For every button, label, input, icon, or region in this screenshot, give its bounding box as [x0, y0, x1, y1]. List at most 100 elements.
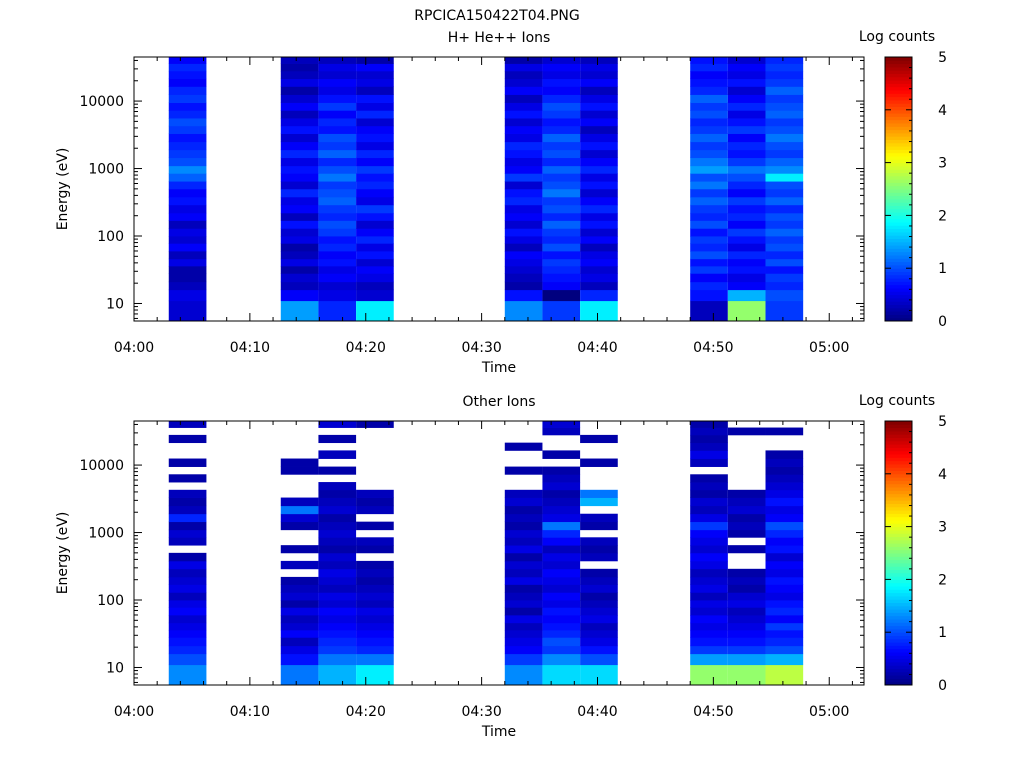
colorbar-segment: [885, 533, 912, 537]
spectrogram-cell: [765, 474, 804, 483]
spectrogram-cell: [542, 427, 581, 436]
colorbar-segment: [885, 473, 912, 478]
spectrogram-cell: [765, 236, 804, 244]
panel-title: H+ He++ Ions: [448, 30, 551, 46]
colorbar-segment: [885, 523, 912, 528]
colorbar-segment: [885, 119, 912, 124]
colorbar-segment: [885, 467, 912, 471]
spectrogram-cell: [168, 258, 207, 267]
spectrogram-cell: [542, 212, 581, 221]
spectrogram-cell: [542, 482, 581, 491]
spectrogram-cell: [356, 489, 394, 498]
spectrogram-cell: [542, 228, 581, 237]
colorbar-segment: [885, 314, 912, 319]
spectrogram-cell: [580, 497, 618, 507]
spectrogram-cell: [168, 653, 207, 666]
spectrogram-cell: [318, 157, 357, 167]
spectrogram-cell: [356, 157, 394, 167]
spectrogram-cell: [690, 497, 728, 507]
spectrogram-cell: [168, 118, 207, 127]
spectrogram-cell: [690, 505, 728, 515]
spectrogram-cell: [356, 236, 394, 244]
spectrogram-cell: [690, 474, 728, 483]
spectrogram-cell: [168, 133, 207, 143]
spectrogram-cell: [580, 86, 618, 95]
spectrogram-cell: [690, 489, 728, 498]
spectrogram-cell: [765, 188, 804, 198]
colorbar-segment: [885, 297, 912, 302]
spectrogram-cell: [690, 165, 728, 174]
spectrogram-cell: [504, 560, 543, 570]
spectrogram-cell: [765, 173, 804, 182]
y-tick-label: 1000: [88, 162, 124, 178]
spectrogram-cell: [356, 125, 394, 134]
spectrogram-cell: [504, 196, 543, 206]
colorbar-segment: [885, 162, 912, 167]
colorbar-segment: [885, 103, 912, 107]
spectrogram-cell: [504, 236, 543, 244]
spectrogram-cell: [765, 427, 804, 436]
colorbar-segment: [885, 480, 912, 485]
spectrogram-cell: [280, 157, 319, 167]
colorbar-segment: [885, 57, 912, 61]
colorbar-segment: [885, 665, 912, 669]
spectrogram-cell: [542, 110, 581, 119]
spectrogram-cell: [280, 629, 319, 638]
spectrogram-cell: [580, 537, 618, 546]
spectrogram-cell: [356, 560, 394, 570]
spectrogram-cell: [504, 173, 543, 182]
spectrogram-cell: [580, 70, 618, 80]
colorbar-segment: [885, 582, 912, 587]
y-axis-label: Energy (eV): [55, 148, 71, 231]
spectrogram-cell: [280, 236, 319, 244]
spectrogram-cell: [318, 181, 357, 190]
colorbar-segment: [885, 539, 912, 544]
colorbar-segment: [885, 248, 912, 253]
spectrogram-cell: [356, 212, 394, 221]
spectrogram-cell: [280, 289, 319, 302]
spectrogram-cell: [690, 427, 728, 436]
colorbar-segment: [885, 612, 912, 617]
colorbar-segment: [885, 228, 912, 233]
colorbar-segment: [885, 76, 912, 81]
colorbar-segment: [885, 655, 912, 660]
colorbar-segment: [885, 106, 912, 111]
spectrogram-cell: [356, 220, 394, 229]
spectrogram-cell: [280, 614, 319, 624]
spectrogram-cell: [168, 57, 207, 64]
spectrogram-cell: [690, 545, 728, 554]
spectrogram-cell: [504, 645, 543, 655]
spectrogram-cell: [580, 102, 618, 111]
colorbar-segment: [885, 556, 912, 561]
spectrogram-cell: [542, 474, 581, 483]
spectrogram-cell: [542, 157, 581, 167]
colorbar-segment: [885, 99, 912, 104]
spectrogram-cell: [504, 466, 543, 475]
spectrogram-cell: [727, 102, 766, 111]
spectrogram-cell: [765, 637, 804, 647]
colorbar-segment: [885, 675, 912, 679]
spectrogram-cell: [765, 181, 804, 190]
colorbar-segment: [885, 427, 912, 432]
spectrogram-cell: [504, 57, 543, 64]
spectrogram-cell: [690, 537, 728, 546]
spectrogram-cell: [318, 141, 357, 151]
spectrogram-cell: [356, 243, 394, 252]
spectrogram-cell: [168, 458, 207, 467]
spectrogram-cell: [356, 281, 394, 291]
spectrogram-cell: [280, 118, 319, 127]
spectrogram-cell: [580, 664, 618, 686]
spectrogram-cell: [356, 300, 394, 322]
spectrogram-cell: [580, 273, 618, 283]
spectrogram-cell: [356, 188, 394, 198]
spectrogram-cell: [168, 645, 207, 655]
colorbar-segment: [885, 562, 912, 567]
spectrogram-cell: [504, 442, 543, 451]
spectrogram-cell: [542, 141, 581, 151]
spectrogram-cell: [690, 196, 728, 206]
spectrogram-cell: [765, 196, 804, 206]
spectrogram-cell: [542, 521, 581, 531]
spectrogram-cell: [542, 607, 581, 616]
spectrogram-cell: [318, 434, 357, 444]
